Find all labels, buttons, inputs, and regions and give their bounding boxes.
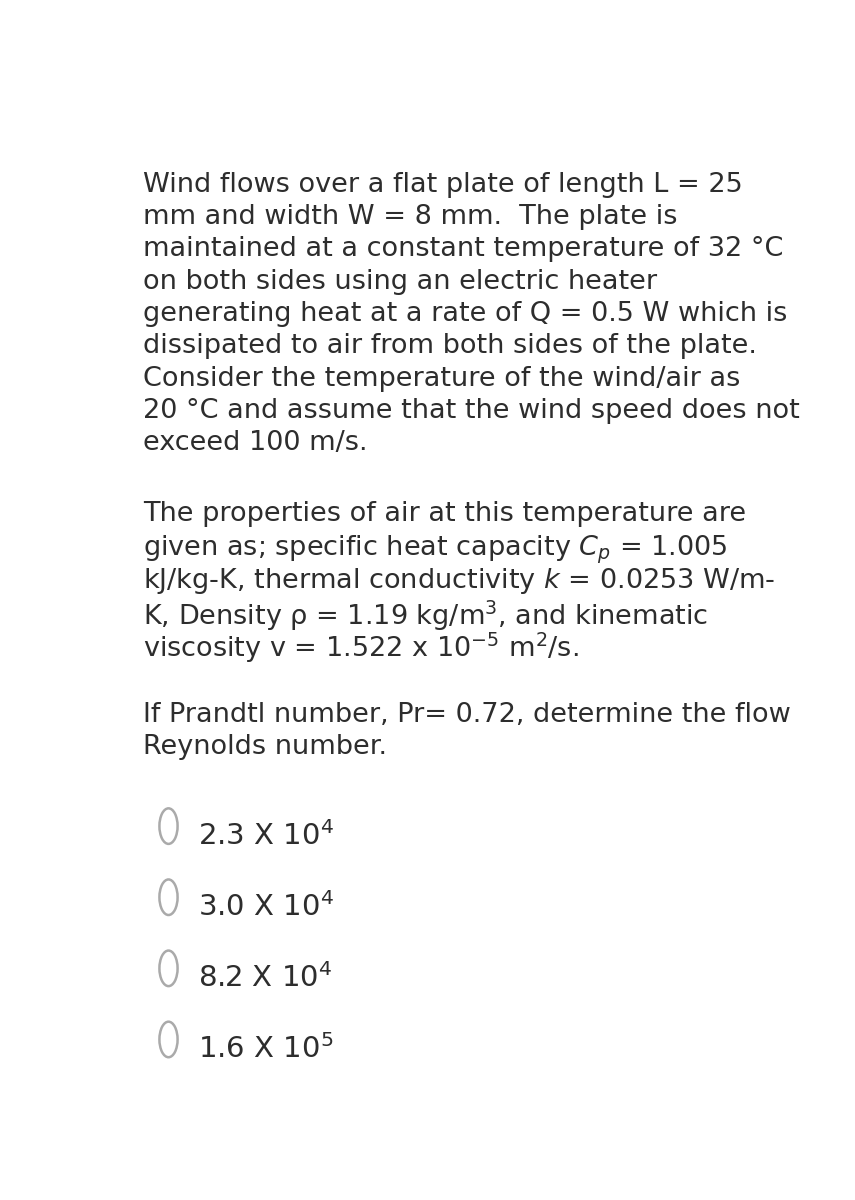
Text: viscosity v = 1.522 x 10$^{-5}$ m$^2$/s.: viscosity v = 1.522 x 10$^{-5}$ m$^2$/s. (144, 631, 579, 665)
Text: The properties of air at this temperature are: The properties of air at this temperatur… (144, 502, 746, 528)
Text: 3.0 X 10$^{4}$: 3.0 X 10$^{4}$ (198, 892, 333, 922)
Text: K, Density ρ = 1.19 kg/m$^3$, and kinematic: K, Density ρ = 1.19 kg/m$^3$, and kinema… (144, 599, 709, 632)
Text: 1.6 X 10$^{5}$: 1.6 X 10$^{5}$ (198, 1034, 333, 1064)
Text: 2.3 X 10$^{4}$: 2.3 X 10$^{4}$ (198, 821, 333, 851)
Text: dissipated to air from both sides of the plate.: dissipated to air from both sides of the… (144, 334, 758, 359)
Text: maintained at a constant temperature of 32 °C: maintained at a constant temperature of … (144, 236, 784, 263)
Text: generating heat at a rate of Q = 0.5 W which is: generating heat at a rate of Q = 0.5 W w… (144, 301, 787, 328)
Text: Consider the temperature of the wind/air as: Consider the temperature of the wind/air… (144, 366, 740, 391)
Text: If Prandtl number, Pr= 0.72, determine the flow: If Prandtl number, Pr= 0.72, determine t… (144, 702, 791, 728)
Text: exceed 100 m/s.: exceed 100 m/s. (144, 431, 368, 456)
Text: given as; specific heat capacity $C_p$ = 1.005: given as; specific heat capacity $C_p$ =… (144, 534, 728, 566)
Text: mm and width W = 8 mm.  The plate is: mm and width W = 8 mm. The plate is (144, 204, 678, 230)
Text: Reynolds number.: Reynolds number. (144, 734, 387, 760)
Text: kJ/kg-K, thermal conductivity $k$ = 0.0253 W/m-: kJ/kg-K, thermal conductivity $k$ = 0.02… (144, 566, 775, 596)
Text: 8.2 X 10$^{4}$: 8.2 X 10$^{4}$ (198, 964, 332, 992)
Text: 20 °C and assume that the wind speed does not: 20 °C and assume that the wind speed doe… (144, 398, 800, 424)
Text: Wind flows over a flat plate of length L = 25: Wind flows over a flat plate of length L… (144, 172, 743, 198)
Text: on both sides using an electric heater: on both sides using an electric heater (144, 269, 657, 295)
